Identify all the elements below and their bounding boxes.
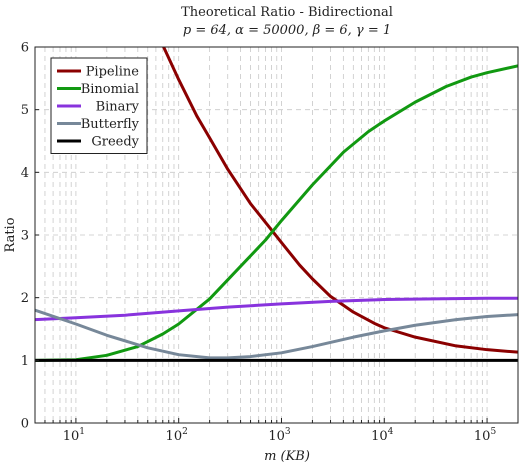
legend-label: Binary: [96, 100, 140, 115]
x-tick-label: 105: [474, 427, 497, 444]
y-tick-label: 1: [21, 354, 29, 369]
series-layer: [35, 47, 518, 362]
legend-label: Binomial: [81, 82, 139, 97]
y-axis-label: Ratio: [3, 217, 18, 252]
x-tick-label: 103: [268, 427, 291, 444]
y-tick-label: 2: [21, 291, 29, 306]
series-line-pipeline: [161, 47, 518, 354]
legend: Pipeline Binomial Binary Butterfly Greedy: [50, 57, 148, 154]
x-tick-label: 102: [166, 427, 188, 444]
legend-label: Greedy: [91, 135, 139, 150]
series-line-binary: [35, 296, 518, 322]
series-line-butterfly: [35, 308, 518, 360]
x-tick-label: 101: [63, 427, 85, 444]
y-tick-label: 5: [21, 103, 29, 118]
y-tick-label: 3: [21, 229, 29, 244]
legend-label: Butterfly: [81, 117, 140, 132]
x-tick-label: 104: [371, 427, 394, 444]
series-line-binomial: [35, 64, 518, 362]
y-tick-label: 6: [21, 41, 29, 56]
x-axis-ticks: 101 102 103 104 105: [44, 418, 497, 444]
y-axis-ticks: 0 1 2 3 4 5 6: [21, 41, 39, 432]
chart-subtitle: p = 64, α = 50000, β = 6, γ = 1: [183, 23, 391, 38]
x-axis-label: m (KB): [264, 449, 310, 464]
chart-title: Theoretical Ratio - Bidirectional: [181, 5, 393, 20]
legend-label: Pipeline: [86, 65, 140, 80]
y-tick-label: 0: [21, 417, 29, 432]
y-tick-label: 4: [21, 166, 29, 181]
